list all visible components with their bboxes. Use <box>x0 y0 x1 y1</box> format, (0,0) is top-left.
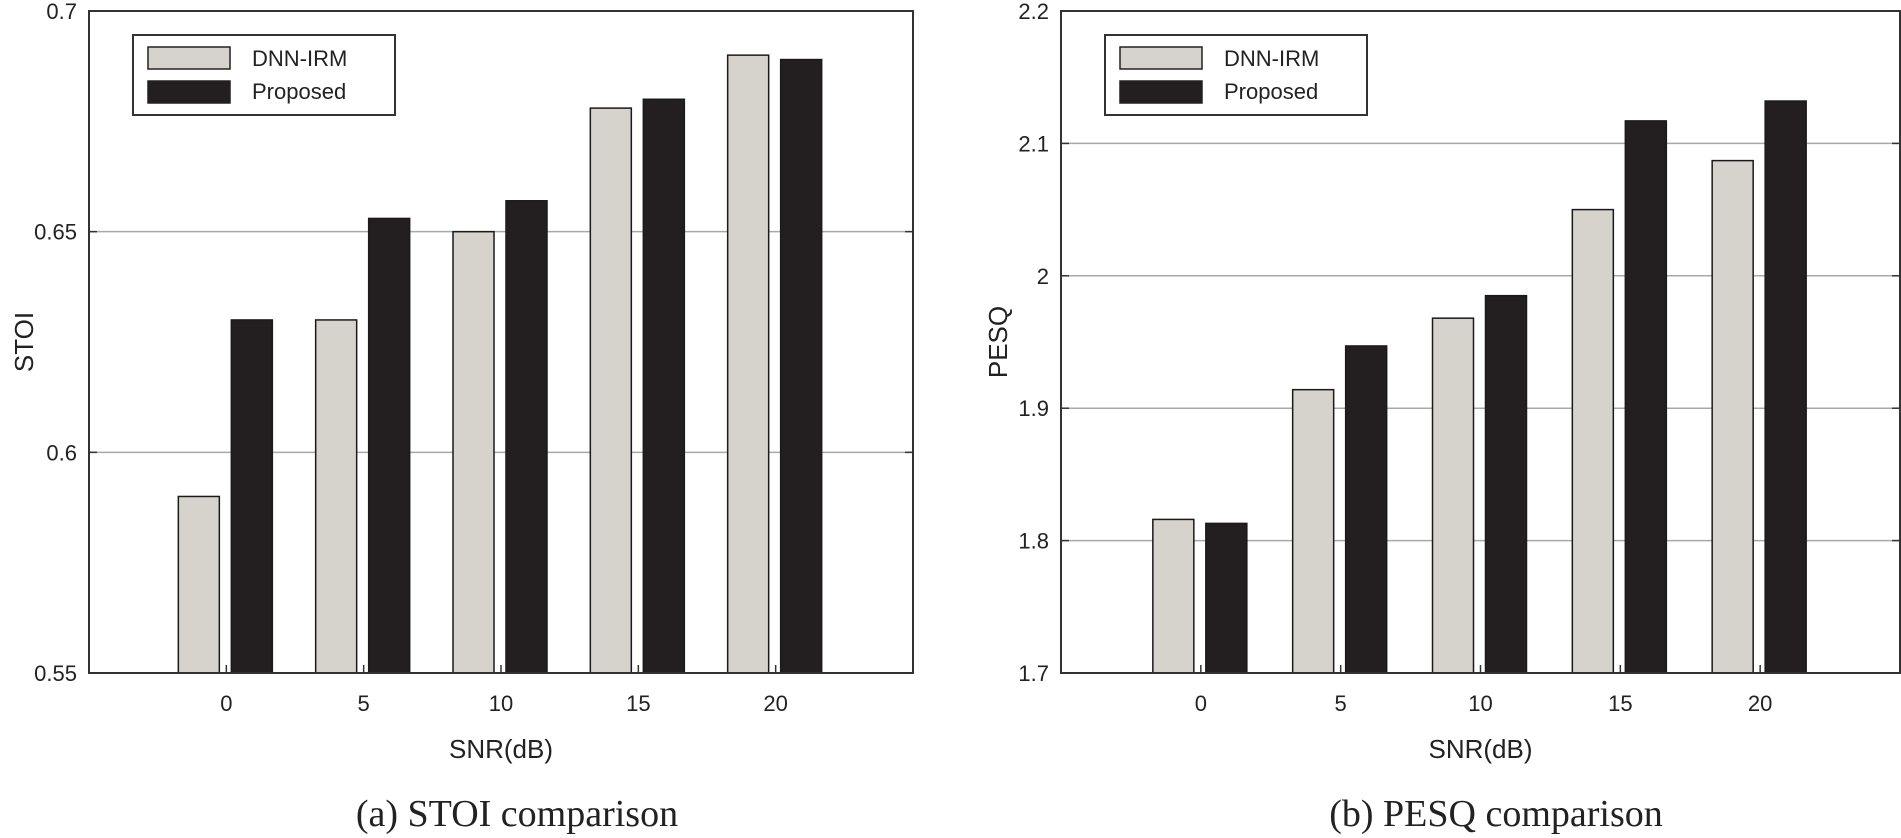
pesq-bar-proposed-0 <box>1205 522 1248 674</box>
stoi-legend-swatch-proposed <box>147 80 231 104</box>
stoi-y-axis-label: STOI <box>9 312 39 372</box>
pesq-y-axis-label: PESQ <box>983 306 1013 378</box>
pesq-legend: DNN-IRM Proposed <box>1104 34 1368 116</box>
pesq-x-tick-label: 15 <box>1608 691 1632 716</box>
stoi-y-tick-label: 0.6 <box>46 440 77 465</box>
stoi-bar-proposed-10 <box>505 200 548 674</box>
stoi-x-tick-label: 0 <box>220 691 232 716</box>
stoi-legend-label-proposed: Proposed <box>252 79 346 104</box>
stoi-bar-proposed-0 <box>230 319 274 674</box>
pesq-bar-proposed-10 <box>1484 294 1528 674</box>
stoi-bar-proposed-20 <box>779 58 823 674</box>
pesq-legend-swatch-dnn-irm <box>1119 46 1203 70</box>
stoi-legend-swatch-dnn-irm <box>147 46 231 70</box>
pesq-y-tick-label: 2 <box>1037 264 1049 289</box>
pesq-x-tick-label: 10 <box>1468 691 1492 716</box>
pesq-chart: 1.7 1.8 1.9 2 2.1 2.2 0 5 10 15 20 DNN-IRM Propose… <box>983 0 1901 835</box>
stoi-bar-dnn-irm-15 <box>589 107 633 674</box>
pesq-legend-label-dnn-irm: DNN-IRM <box>1224 46 1319 71</box>
stoi-bar-dnn-irm-0 <box>177 495 221 674</box>
stoi-bar-proposed-15 <box>642 98 686 674</box>
pesq-y-tick-label: 1.8 <box>1018 529 1049 554</box>
pesq-bar-dnn-irm-5 <box>1291 388 1335 674</box>
stoi-x-tick-label: 20 <box>763 691 787 716</box>
pesq-bar-dnn-irm-0 <box>1152 518 1195 674</box>
pesq-caption: (b) PESQ comparison <box>1329 793 1663 835</box>
pesq-x-tick-label: 5 <box>1335 691 1347 716</box>
pesq-y-tick-label: 2.2 <box>1018 0 1049 24</box>
pesq-legend-label-proposed: Proposed <box>1224 79 1318 104</box>
stoi-legend: DNN-IRM Proposed <box>132 34 396 116</box>
stoi-chart: 0.550.60.650.70 5 10 15 20 DNN-IRM Proposed … <box>9 0 914 835</box>
pesq-y-tick-label: 1.9 <box>1018 396 1049 421</box>
stoi-legend-label-dnn-irm: DNN-IRM <box>252 46 347 71</box>
pesq-x-tick-label: 20 <box>1748 691 1772 716</box>
pesq-bar-proposed-5 <box>1344 345 1388 674</box>
stoi-bar-dnn-irm-10 <box>452 230 495 674</box>
stoi-x-tick-label: 5 <box>358 691 370 716</box>
pesq-x-axis-label: SNR(dB) <box>1428 734 1532 764</box>
stoi-axis-ticks: 0.55 0.6 0.65 0.7 0 5 10 15 20 <box>34 0 913 716</box>
stoi-gridlines <box>89 230 913 454</box>
pesq-y-tick-label: 2.1 <box>1018 131 1049 156</box>
stoi-bar-dnn-irm-5 <box>314 319 358 674</box>
pesq-y-tick-label: 1.7 <box>1018 661 1049 686</box>
pesq-bar-proposed-20 <box>1764 100 1807 674</box>
stoi-y-tick-label: 0.65 <box>34 220 77 245</box>
stoi-y-tick-label: 0.55 <box>34 661 77 686</box>
pesq-bar-proposed-15 <box>1624 120 1668 674</box>
pesq-bar-dnn-irm-15 <box>1571 208 1615 674</box>
stoi-caption: (a) STOI comparison <box>356 793 678 835</box>
pesq-gridlines <box>1061 142 1900 542</box>
stoi-bar-dnn-irm-20 <box>726 54 770 674</box>
pesq-axis-ticks: 1.7 1.8 1.9 2 2.1 2.2 0 5 10 15 20 <box>1018 0 1900 716</box>
stoi-x-tick-label: 10 <box>489 691 513 716</box>
stoi-bar-proposed-5 <box>367 217 411 674</box>
pesq-x-tick-label: 0 <box>1195 691 1207 716</box>
pesq-bar-dnn-irm-20 <box>1711 159 1754 674</box>
stoi-y-tick-label: 0.7 <box>46 0 77 24</box>
pesq-bar-dnn-irm-10 <box>1431 317 1475 674</box>
pesq-bars <box>1152 100 1807 674</box>
stoi-x-tick-label: 15 <box>626 691 650 716</box>
stoi-bars <box>177 54 823 674</box>
stoi-x-axis-label: SNR(dB) <box>449 734 553 764</box>
pesq-legend-swatch-proposed <box>1119 80 1203 104</box>
